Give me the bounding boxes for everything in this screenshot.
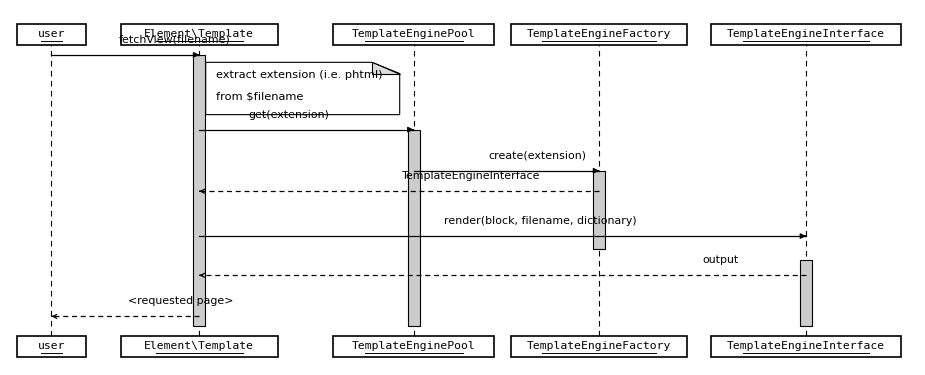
FancyBboxPatch shape [333,24,494,45]
Polygon shape [372,62,400,74]
Text: extract extension (i.e. phtml): extract extension (i.e. phtml) [216,70,382,80]
FancyBboxPatch shape [17,336,86,357]
Text: render(block, filename, dictionary): render(block, filename, dictionary) [444,216,636,226]
Text: TemplateEngineFactory: TemplateEngineFactory [527,341,672,351]
Text: TemplateEngineInterface: TemplateEngineInterface [402,171,541,181]
Text: TemplateEnginePool: TemplateEnginePool [352,29,475,39]
FancyBboxPatch shape [711,24,901,45]
FancyBboxPatch shape [333,336,494,357]
Bar [193,55,205,326]
Bar [408,130,420,326]
Text: create(extension): create(extension) [488,151,586,160]
Text: TemplateEngineInterface: TemplateEngineInterface [727,341,885,351]
Text: fetchView(filename): fetchView(filename) [119,35,230,45]
Text: user: user [38,341,66,351]
Bar [800,260,812,326]
FancyBboxPatch shape [512,336,687,357]
FancyBboxPatch shape [121,336,278,357]
FancyBboxPatch shape [711,336,901,357]
Text: <requested page>: <requested page> [129,296,233,306]
Text: Element\Template: Element\Template [144,341,254,351]
Text: get(extension): get(extension) [248,110,329,120]
Text: TemplateEngineInterface: TemplateEngineInterface [727,29,885,39]
Polygon shape [205,62,400,115]
Text: Element\Template: Element\Template [144,29,254,39]
FancyBboxPatch shape [17,24,86,45]
FancyBboxPatch shape [512,24,687,45]
Text: TemplateEngineFactory: TemplateEngineFactory [527,29,672,39]
Text: TemplateEnginePool: TemplateEnginePool [352,341,475,351]
FancyBboxPatch shape [121,24,278,45]
Text: from $filename: from $filename [216,92,303,102]
Bar [593,171,605,249]
Text: output: output [703,255,739,265]
Text: user: user [38,29,66,39]
